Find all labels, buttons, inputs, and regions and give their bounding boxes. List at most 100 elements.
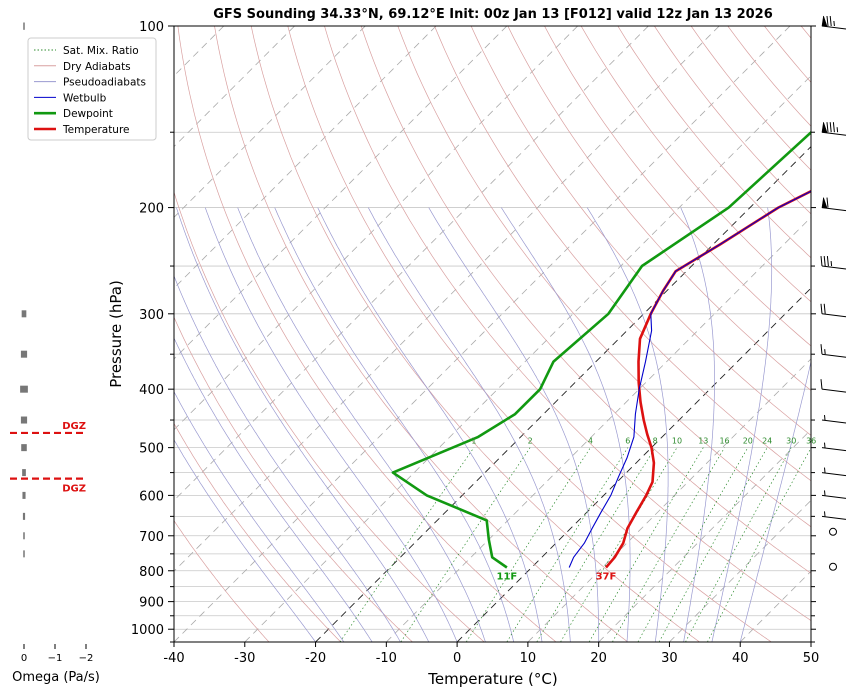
wind-barb-feather <box>827 16 828 26</box>
x-axis-label: Temperature (°C) <box>427 670 557 688</box>
legend-entry: Dry Adiabats <box>63 61 131 73</box>
isotherm-line <box>174 26 790 642</box>
omega-bar <box>23 532 25 539</box>
isotherm-line <box>599 26 851 642</box>
x-tick-label: 10 <box>520 651 537 666</box>
profile-dewpoint <box>393 26 851 568</box>
y-axis-label: Pressure (hPa) <box>107 280 125 388</box>
omega-bar <box>22 469 26 476</box>
isotherm-line <box>0 26 11 642</box>
omega-bar <box>21 444 27 451</box>
wind-barb-feather <box>821 344 822 354</box>
wind-barb-half-feather <box>831 261 832 266</box>
wind-barb-feather <box>830 16 831 26</box>
wind-barb <box>830 528 837 535</box>
dry-adiabat <box>178 26 556 642</box>
wind-barb <box>822 490 846 498</box>
legend-entry: Dewpoint <box>63 108 113 120</box>
wind-barb-feather <box>821 379 822 389</box>
x-tick-label: 50 <box>803 651 820 666</box>
wind-barb-half-feather <box>837 127 838 132</box>
dry-adiabat <box>251 26 699 642</box>
mixing-ratio-label: 4 <box>588 437 593 446</box>
dry-adiabat <box>471 26 851 642</box>
pseudoadiabat <box>275 208 514 642</box>
wind-barb-staff <box>822 516 846 519</box>
wind-barb <box>822 415 846 423</box>
pseudoadiabat <box>238 208 486 642</box>
legend-entry: Temperature <box>62 124 130 136</box>
x-tick-label: 30 <box>661 651 678 666</box>
x-tick-label: 0 <box>453 651 461 666</box>
x-tick-label: -40 <box>163 651 184 666</box>
mixing-ratio-line <box>401 448 530 642</box>
wind-barb <box>830 563 837 570</box>
wind-barb-staff <box>822 314 846 317</box>
omega-tick-label: 0 <box>21 653 27 664</box>
dry-adiabat <box>654 26 851 642</box>
wind-barb-feather <box>830 122 831 132</box>
mixing-ratio-line <box>686 448 792 642</box>
mixing-ratio-label: 20 <box>743 437 753 446</box>
isotherm-line <box>669 26 851 642</box>
wind-barb-feather <box>821 304 822 314</box>
mixing-ratio-label: 30 <box>786 437 796 446</box>
y-tick-label: 600 <box>139 489 164 504</box>
y-tick-label: 400 <box>139 383 164 398</box>
wind-barb-feather <box>821 256 822 266</box>
omega-bar <box>20 386 28 393</box>
mixing-ratio-line <box>707 448 811 642</box>
pseudoadiabat <box>712 208 772 642</box>
dgz-label: DGZ <box>62 421 86 432</box>
omega-bar <box>22 310 27 317</box>
mixing-ratio-label: 10 <box>672 437 682 446</box>
wind-barb-feather <box>833 122 834 132</box>
y-tick-label: 700 <box>139 530 164 545</box>
y-tick-label: 900 <box>139 596 164 611</box>
isotherm-highlight <box>457 26 851 642</box>
wind-barb-feather <box>824 256 825 266</box>
wind-barb-feather <box>827 256 828 266</box>
pseudoadiabat <box>83 208 316 642</box>
wind-barb-feather <box>827 198 828 208</box>
wind-barb-feather <box>827 122 828 132</box>
isotherm-line <box>528 26 851 642</box>
wind-barb-flag <box>822 198 827 208</box>
wind-barb-staff <box>822 448 846 451</box>
wind-barb-calm <box>830 528 837 535</box>
wind-barb-half-feather <box>825 490 826 495</box>
wind-barb-half-feather <box>825 468 826 473</box>
x-tick-label: 40 <box>732 651 749 666</box>
series-layer <box>393 26 851 568</box>
wind-barb-flag <box>822 122 827 132</box>
y-tick-label: 100 <box>139 20 164 35</box>
wind-barb <box>821 379 846 392</box>
legend-entry: Wetbulb <box>63 92 107 104</box>
y-tick-label: 500 <box>139 442 164 457</box>
omega-bar <box>22 492 25 499</box>
mixing-ratio-line <box>659 448 767 642</box>
wind-barb-half-feather <box>825 511 826 516</box>
y-tick-label: 200 <box>139 202 164 217</box>
isotherm-line <box>740 26 851 642</box>
mixing-ratio-label: 8 <box>653 437 658 446</box>
wind-barb <box>821 304 846 317</box>
omega-bar <box>21 417 27 424</box>
wind-barb-half-feather <box>834 21 835 26</box>
wind-barb-half-feather <box>825 415 826 420</box>
x-tick-label: -20 <box>305 651 326 666</box>
y-tick-label: 800 <box>139 565 164 580</box>
dry-adiabat <box>361 26 851 642</box>
dry-adiabat <box>764 26 851 642</box>
dry-adiabat <box>398 26 851 642</box>
surface-temp-label: 37F <box>596 571 617 582</box>
mixing-ratio-label: 24 <box>762 437 772 446</box>
wind-barb <box>822 122 846 135</box>
wind-barb-calm <box>830 563 837 570</box>
wind-barb-staff <box>822 354 846 357</box>
legend-entry: Sat. Mix. Ratio <box>63 45 139 57</box>
wind-barb-staff <box>822 495 846 498</box>
wind-barb <box>822 16 846 29</box>
